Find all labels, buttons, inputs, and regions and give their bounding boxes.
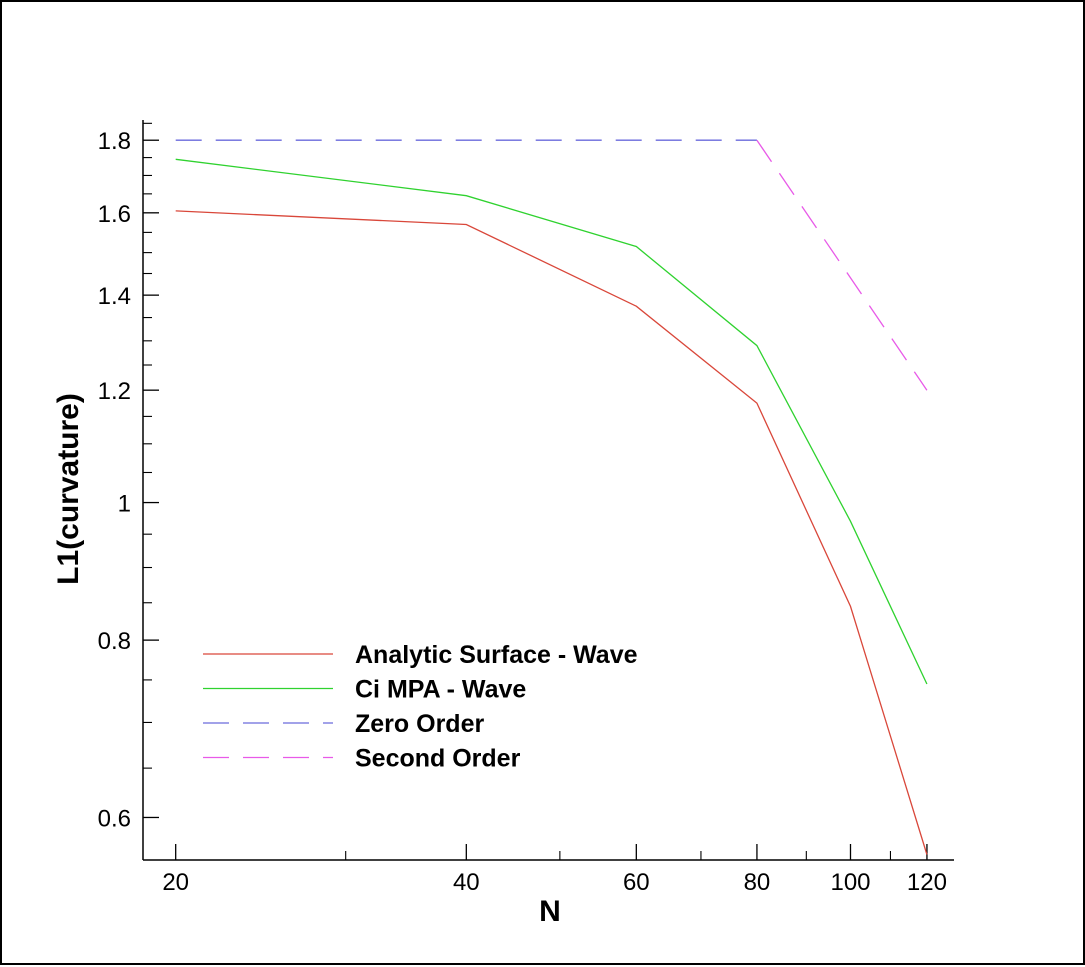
y-tick-label: 1.2 (98, 378, 131, 405)
legend-label: Second Order (355, 745, 521, 773)
legend-label: Ci MPA - Wave (355, 676, 526, 704)
axes (142, 120, 954, 861)
x-tick-label: 20 (162, 869, 189, 896)
x-tick-label: 40 (453, 869, 480, 896)
x-axis-title: N (539, 895, 561, 928)
legend-label: Analytic Surface - Wave (355, 641, 638, 669)
x-tick-label: 60 (623, 869, 650, 896)
y-tick-label: 0.6 (98, 805, 131, 832)
x-tick-label: 100 (830, 869, 870, 896)
legend: Analytic Surface - Wave Ci MPA - Wave Zero… (203, 641, 638, 773)
y-axis-title: L1(curvature) (52, 393, 85, 585)
series-line (175, 210, 928, 855)
series-line (756, 139, 928, 391)
y-tick-label: 1.8 (98, 128, 131, 155)
y-tick-label: 1 (118, 491, 131, 518)
x-tick-label: 120 (907, 869, 947, 896)
y-tick-label: 1.6 (98, 201, 131, 228)
series-line (175, 158, 928, 685)
y-tick-label: 0.8 (98, 628, 131, 655)
ticks: 20 40 60 80 100 120 0.6 0.8 1 1.2 1.4 1.6 1.8 (98, 122, 947, 896)
legend-label: Zero Order (355, 710, 484, 738)
y-tick-label: 1.4 (98, 283, 131, 310)
series-lines (175, 139, 928, 855)
x-tick-label: 80 (744, 869, 771, 896)
